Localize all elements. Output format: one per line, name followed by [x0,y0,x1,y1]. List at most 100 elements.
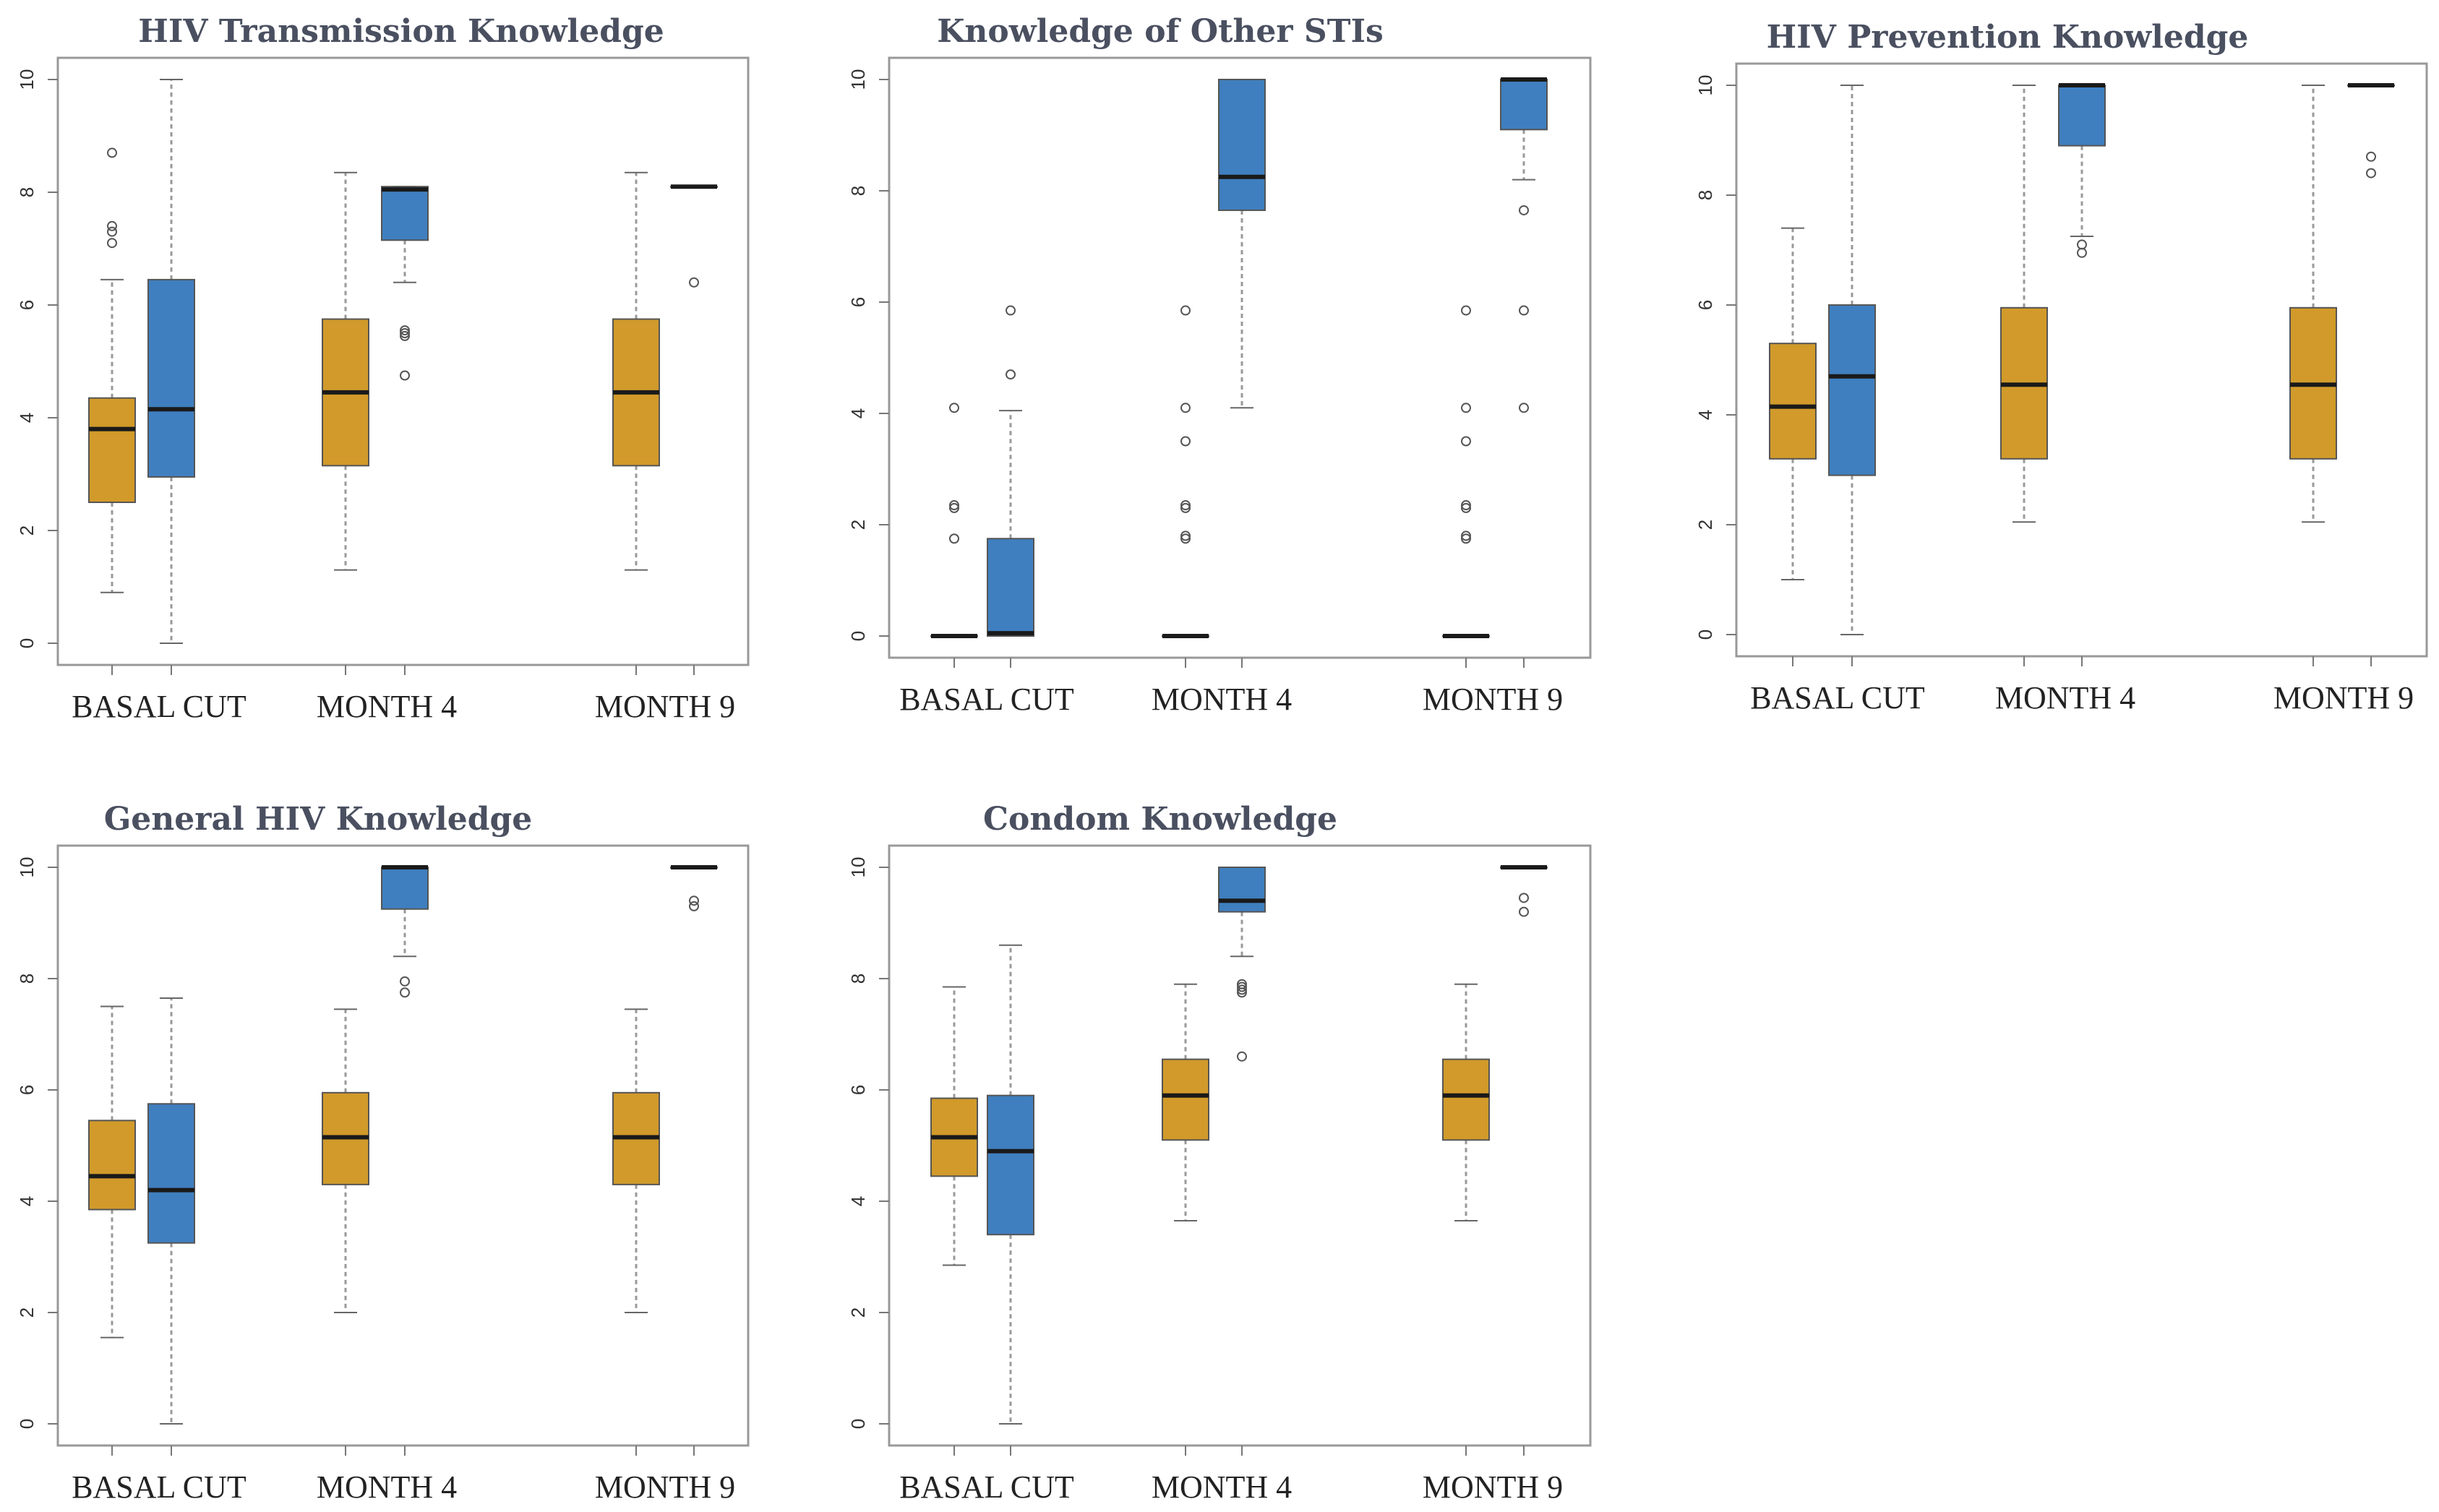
box-body [987,1094,1034,1236]
outlier-point [400,370,410,381]
outlier-point [1180,533,1191,544]
box-body [88,1120,136,1211]
plot-frame [56,844,750,1447]
outlier-point [689,277,699,288]
y-tick-label: 4 [16,413,38,423]
outlier-point [400,987,410,998]
outlier-point [107,147,117,158]
box-intervention [670,865,718,911]
box-control [1162,983,1209,1221]
y-tick-label: 10 [16,69,38,90]
outlier-point [1180,531,1191,541]
outlier-point [1461,403,1471,413]
outlier-point [1461,531,1471,541]
y-tick-label: 0 [1694,630,1716,640]
outlier-point [1519,906,1529,917]
box-intervention [1500,865,1548,917]
box-body [88,397,136,504]
outlier-point [2366,151,2376,162]
outlier-point [400,976,410,987]
y-tick-label: 8 [847,186,869,196]
panel-title: Knowledge of Other STIs [937,13,1384,50]
outlier-point [1519,205,1529,215]
category-label: MONTH 9 [1423,682,1563,717]
outlier-point [1519,893,1529,903]
panel-title: HIV Prevention Knowledge [1767,19,2249,56]
outlier-point [1006,305,1016,316]
box-intervention [381,865,429,998]
outlier-point [1180,500,1191,511]
box-body [1162,1058,1209,1141]
category-label: BASAL CUT [72,689,247,724]
box-intervention [1500,77,1548,413]
box-control [88,147,136,593]
outlier-point [107,220,117,231]
y-tick-label: 8 [1694,190,1716,200]
plot-frame [56,56,750,666]
box-body [147,278,195,478]
box-intervention [670,184,718,288]
panel-hiv-prevention: HIV Prevention Knowledge 0 2 4 6 8 10 BASAL CU… [1694,19,2428,716]
box-intervention [1218,79,1266,409]
outlier-point [107,238,117,249]
outlier-point [949,403,959,413]
outlier-point [107,226,117,237]
y-tick-label: 6 [1694,300,1716,310]
box-control [88,1005,136,1339]
category-label: MONTH 9 [595,689,735,724]
box-control [930,403,978,638]
panel-other-stis: Knowledge of Other STIs 0 2 4 6 8 10 BASAL CUT… [847,13,1592,717]
category-label: BASAL CUT [899,682,1074,717]
box-intervention [1828,85,1876,635]
box-body [2058,85,2106,147]
box-intervention [987,305,1034,637]
outlier-point [1237,984,1247,995]
y-tick-label: 10 [1694,75,1716,96]
y-tick-label: 6 [847,297,869,307]
outlier-point [1006,369,1016,380]
y-tick-label: 4 [1694,410,1716,420]
outlier-point [689,895,699,906]
box-body [381,867,429,910]
panel-condom: Condom Knowledge 0 2 4 6 8 10 BASAL CUT MONTH 4… [847,801,1592,1505]
outlier-point [1180,403,1191,413]
box-control [612,171,660,571]
outlier-point [949,533,959,544]
plot-frame [888,56,1592,659]
y-tick-label: 6 [16,1085,38,1095]
panel-general-hiv: General HIV Knowledge 0 2 4 6 8 10 BASAL CUT MO… [16,801,750,1505]
box-control [1442,983,1490,1221]
outlier-point [1519,403,1529,413]
outlier-point [400,328,410,338]
outlier-point [1180,502,1191,513]
y-tick-label: 10 [16,857,38,878]
box-body [1442,1058,1490,1141]
outlier-point [949,502,959,513]
outlier-point [2077,239,2087,250]
box-control [612,1008,660,1313]
outlier-point [1461,533,1471,544]
outlier-point [400,325,410,336]
box-body [987,538,1034,637]
y-tick-label: 6 [847,1085,869,1095]
box-control [930,986,978,1266]
category-label: MONTH 4 [317,689,457,724]
category-label: BASAL CUT [72,1469,247,1505]
panel-title: Condom Knowledge [983,801,1337,838]
category-label: BASAL CUT [1750,680,1925,716]
box-control [1769,227,1817,580]
y-tick-label: 4 [847,408,869,418]
category-label: MONTH 4 [1152,682,1292,717]
box-intervention [987,944,1034,1425]
y-tick-label: 2 [847,1307,869,1318]
box-control [2289,85,2337,523]
y-tick-label: 10 [847,69,869,90]
y-tick-label: 0 [16,638,38,648]
category-label: MONTH 9 [1423,1469,1563,1505]
outlier-point [2077,247,2087,258]
outlier-point [1461,305,1471,316]
outlier-point [949,500,959,511]
box-control [1442,305,1490,638]
box-control [1162,305,1209,638]
panel-title: HIV Transmission Knowledge [138,13,664,50]
